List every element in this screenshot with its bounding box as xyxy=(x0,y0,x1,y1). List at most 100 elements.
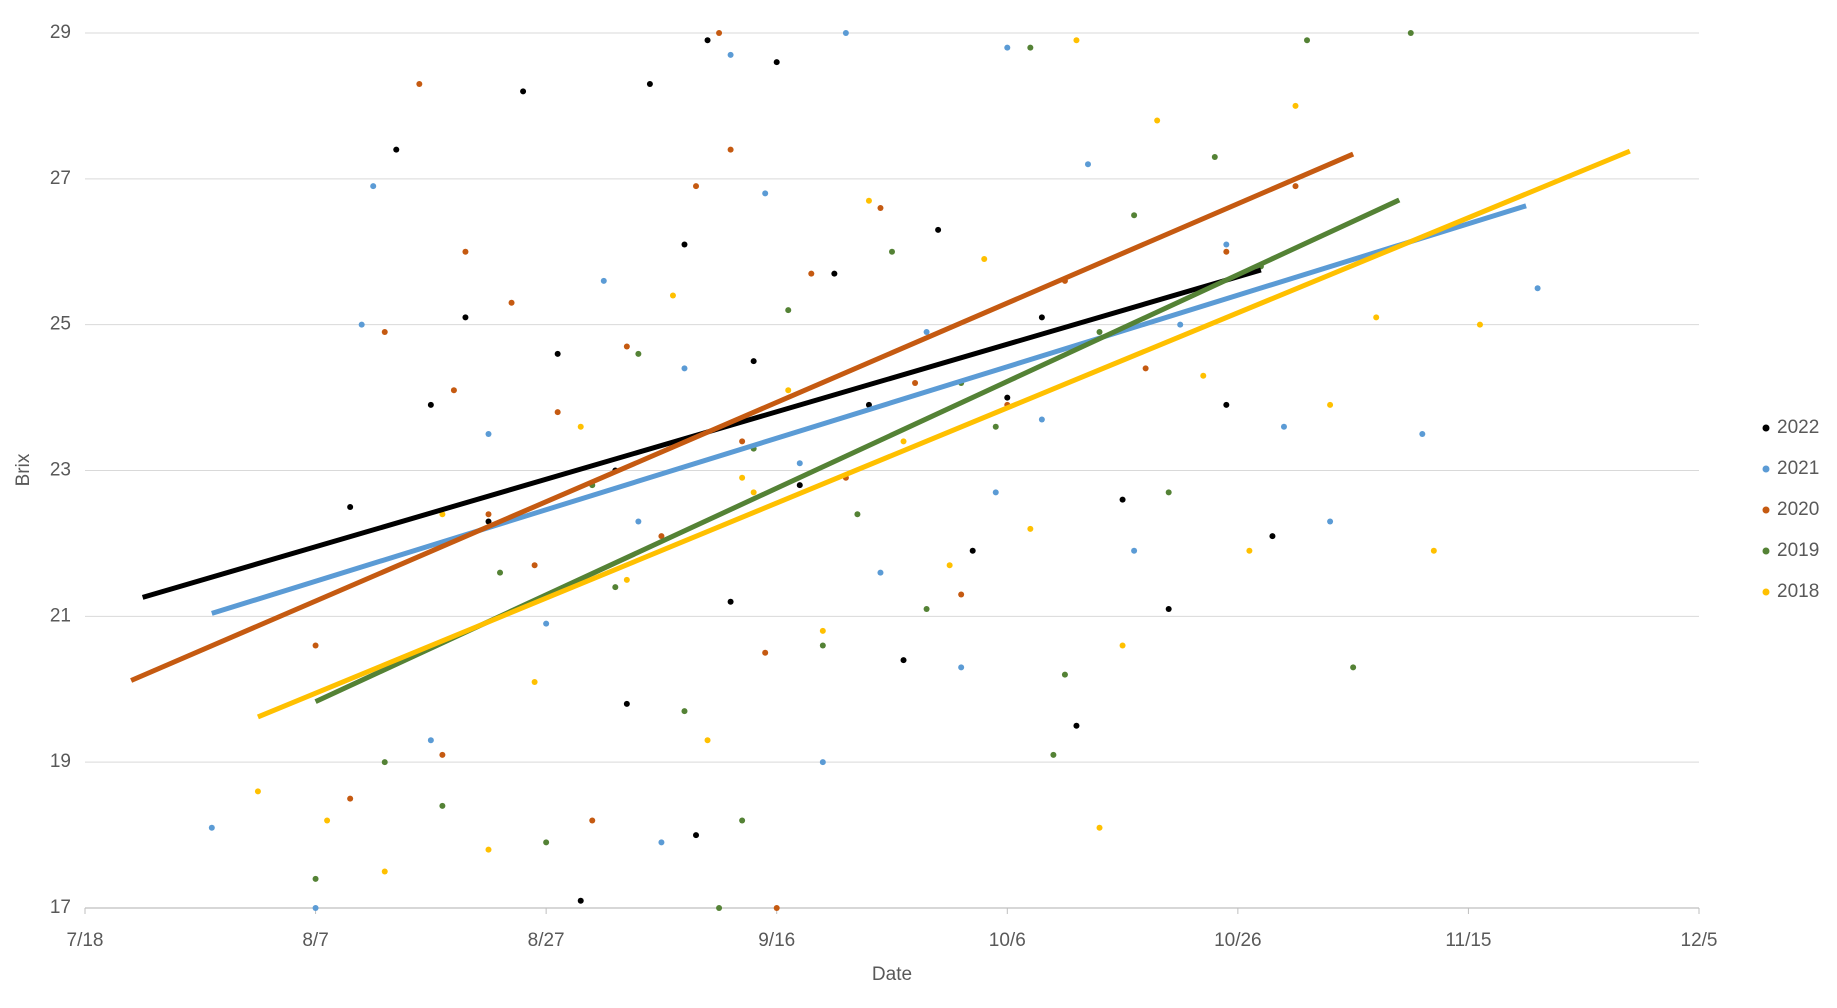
y-tick-label: 25 xyxy=(50,314,71,335)
point xyxy=(485,511,492,518)
point xyxy=(554,409,561,416)
point xyxy=(600,277,607,284)
point xyxy=(497,569,504,576)
point xyxy=(347,795,354,802)
point xyxy=(393,146,400,153)
point xyxy=(681,365,688,372)
trend-line xyxy=(256,148,1631,720)
point xyxy=(1350,664,1357,671)
legend-label: 2020 xyxy=(1777,499,1819,520)
point xyxy=(842,30,849,36)
point xyxy=(347,503,354,510)
y-tick-label: 17 xyxy=(50,897,71,918)
point xyxy=(969,547,976,554)
point xyxy=(992,423,999,430)
x-tick-label: 8/27 xyxy=(528,930,565,951)
point xyxy=(623,700,630,707)
point xyxy=(312,875,319,882)
point xyxy=(808,270,815,277)
point xyxy=(762,649,769,656)
point xyxy=(635,350,642,357)
point xyxy=(1269,533,1276,540)
point xyxy=(785,307,792,314)
x-tick-label: 11/15 xyxy=(1445,930,1491,951)
point xyxy=(865,401,872,408)
y-axis-title: Brix xyxy=(13,453,34,486)
point xyxy=(1050,751,1057,758)
point xyxy=(635,518,642,525)
point xyxy=(589,817,596,824)
point xyxy=(543,620,550,627)
y-tick-label: 29 xyxy=(50,22,71,43)
point xyxy=(612,584,619,591)
point xyxy=(520,88,527,95)
point xyxy=(485,846,492,853)
point xyxy=(577,897,584,904)
point xyxy=(773,905,780,911)
point xyxy=(773,59,780,66)
point xyxy=(1038,416,1045,423)
point xyxy=(531,562,538,569)
point xyxy=(1131,547,1138,554)
point xyxy=(1027,44,1034,51)
point xyxy=(1430,547,1437,554)
point xyxy=(877,569,884,576)
point xyxy=(1165,489,1172,496)
point xyxy=(1073,722,1080,729)
point xyxy=(750,358,757,365)
point xyxy=(923,328,930,335)
point xyxy=(1211,153,1218,160)
point xyxy=(1223,401,1230,408)
point xyxy=(1004,44,1011,51)
point xyxy=(485,431,492,438)
point xyxy=(531,678,538,685)
point xyxy=(1280,423,1287,430)
point xyxy=(1154,117,1161,124)
point xyxy=(312,642,319,649)
y-tick-label: 21 xyxy=(50,605,71,626)
point xyxy=(727,51,734,58)
point xyxy=(796,482,803,489)
point xyxy=(739,438,746,445)
point xyxy=(254,788,261,795)
point xyxy=(462,248,469,255)
point xyxy=(324,817,331,824)
point xyxy=(1142,365,1149,372)
legend-label: 2021 xyxy=(1777,458,1819,479)
point xyxy=(923,606,930,613)
legend-marker xyxy=(1762,424,1770,432)
point xyxy=(312,905,319,911)
point xyxy=(958,591,965,598)
point xyxy=(370,183,377,190)
y-tick-label: 27 xyxy=(50,168,71,189)
point xyxy=(854,511,861,518)
y-tick-label: 23 xyxy=(50,460,71,481)
point xyxy=(727,146,734,153)
point xyxy=(819,759,826,766)
point xyxy=(416,81,423,88)
x-tick-label: 7/18 xyxy=(67,930,104,951)
legend-label: 2019 xyxy=(1777,540,1819,561)
point xyxy=(1073,37,1080,44)
point xyxy=(1027,525,1034,532)
point xyxy=(1119,642,1126,649)
legend-marker xyxy=(1762,506,1770,514)
point xyxy=(819,642,826,649)
point xyxy=(1476,321,1483,328)
point xyxy=(716,905,723,911)
point xyxy=(681,241,688,248)
point xyxy=(865,197,872,204)
x-tick-label: 9/16 xyxy=(758,930,795,951)
trend-line xyxy=(130,151,1355,683)
point xyxy=(1200,372,1207,379)
point xyxy=(981,256,988,263)
point xyxy=(1407,30,1414,36)
point xyxy=(785,387,792,394)
point xyxy=(485,518,492,525)
point xyxy=(946,562,953,569)
point xyxy=(669,292,676,299)
legend-label: 2018 xyxy=(1777,581,1819,602)
point xyxy=(693,183,700,190)
point xyxy=(1419,431,1426,438)
point xyxy=(381,759,388,766)
